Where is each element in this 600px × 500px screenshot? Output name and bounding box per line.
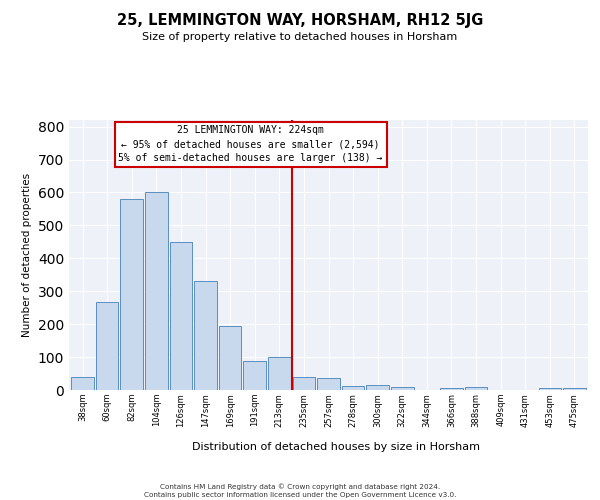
Bar xyxy=(170,242,192,390)
Bar xyxy=(244,361,266,390)
Bar xyxy=(440,388,463,390)
Bar xyxy=(563,388,586,390)
Text: 25 LEMMINGTON WAY: 224sqm
← 95% of detached houses are smaller (2,594)
5% of sem: 25 LEMMINGTON WAY: 224sqm ← 95% of detac… xyxy=(118,126,383,164)
Bar xyxy=(465,386,487,390)
Bar xyxy=(342,386,364,390)
Bar xyxy=(391,386,413,390)
Y-axis label: Number of detached properties: Number of detached properties xyxy=(22,173,32,337)
Bar xyxy=(367,385,389,390)
Bar xyxy=(268,356,290,390)
Text: 25, LEMMINGTON WAY, HORSHAM, RH12 5JG: 25, LEMMINGTON WAY, HORSHAM, RH12 5JG xyxy=(117,12,483,28)
Bar xyxy=(539,388,561,390)
Bar xyxy=(71,378,94,390)
Bar xyxy=(293,378,315,390)
Bar xyxy=(219,326,241,390)
Text: Contains HM Land Registry data © Crown copyright and database right 2024.
Contai: Contains HM Land Registry data © Crown c… xyxy=(144,484,456,498)
Bar xyxy=(121,199,143,390)
Bar xyxy=(194,282,217,390)
Bar xyxy=(317,378,340,390)
Bar xyxy=(145,192,167,390)
Text: Size of property relative to detached houses in Horsham: Size of property relative to detached ho… xyxy=(142,32,458,42)
Text: Distribution of detached houses by size in Horsham: Distribution of detached houses by size … xyxy=(192,442,480,452)
Bar xyxy=(96,302,118,390)
